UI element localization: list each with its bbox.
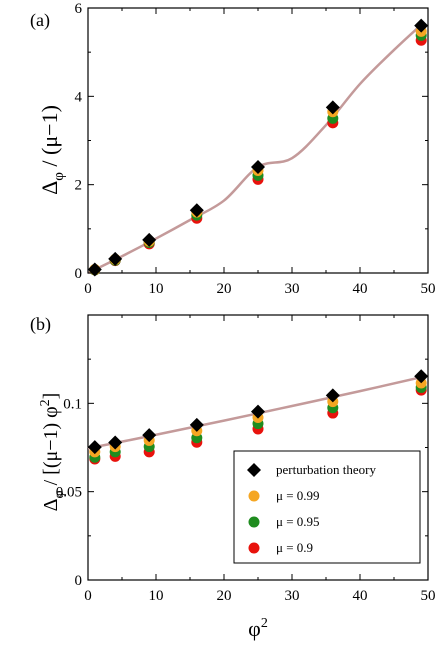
point-perturbation-theory-a [325,100,340,115]
legend: perturbation theory μ = 0.99 μ = 0.95 μ = 0… [233,450,421,564]
y-axis-title-b-main: Δ [40,498,62,511]
y-tick-label-a: 0 [75,266,83,282]
legend-label-0: perturbation theory [276,462,376,477]
point-perturbation-theory-a [414,18,429,33]
panel-a: 0 10 20 30 40 50 0 2 4 6 (a) Δφ / (μ−1) [30,1,436,297]
point-perturbation-theory-b [325,388,340,403]
y-axis-title-a-rest: / (μ−1) [37,105,62,172]
point-perturbation-theory-b [142,428,157,443]
point-perturbation-theory-a [108,251,123,266]
point-perturbation-theory-a [142,232,157,247]
y-axis-title-a-sub: φ [51,172,67,181]
x-tick-label-b: 20 [217,588,232,604]
y-axis-title-b-end: ] [40,393,62,400]
plot-frame-a [87,7,429,274]
y-tick-label-a: 6 [75,1,83,17]
x-tick-label-b: 10 [149,588,164,604]
x-tick-label-b: 30 [285,588,300,604]
x-axis-title-b: φ2 [248,616,268,641]
x-tick-label-a: 10 [149,281,164,297]
legend-label-3: μ = 0.9 [276,540,313,555]
point-perturbation-theory-b [87,440,102,455]
legend-marker-series-2 [248,516,260,528]
x-tick-label-a: 30 [285,281,300,297]
legend-label-2: μ = 0.95 [276,514,320,529]
x-tick-label-a: 0 [84,281,92,297]
point-perturbation-theory-b [108,435,123,450]
y-tick-label-b: 0.1 [63,396,82,412]
x-axis-title-b-main: φ [248,616,261,641]
point-perturbation-theory-b [251,404,265,419]
y-axis-title-a: Δφ / (μ−1) [37,105,67,195]
x-tick-label-a: 40 [353,281,368,297]
y-axis-title-b-rest: / [(μ−1) φ [40,406,62,490]
point-perturbation-theory-b [189,417,204,432]
legend-marker-series-3 [248,542,260,554]
x-tick-label-a: 50 [421,281,436,297]
y-tick-label-a: 4 [75,89,83,105]
y-tick-label-b: 0.05 [56,485,82,501]
y-axis-title-a-main: Δ [37,181,62,195]
point-perturbation-theory-a [251,160,265,174]
legend-marker-perturbation-theory [247,463,261,477]
legend-label-1: μ = 0.99 [276,488,320,503]
y-axis-title-b-sup: 2 [38,399,53,406]
y-tick-label-a: 2 [75,178,83,194]
x-tick-label-b: 0 [84,588,92,604]
panel-label-b: (b) [30,314,51,335]
point-perturbation-theory-a [189,203,204,218]
x-tick-label-b: 40 [353,588,368,604]
theory-curve-a [87,23,423,275]
y-axis-title-b-sub: φ [52,490,67,498]
point-perturbation-theory-a [87,262,102,277]
y-tick-label-b: 0 [75,573,83,589]
legend-marker-series-1 [248,490,260,502]
legend-box [233,450,421,564]
x-axis-title-b-sup: 2 [261,616,268,631]
y-axis-title-b: Δφ / [(μ−1) φ2] [38,393,67,512]
x-tick-label-a: 20 [217,281,232,297]
point-perturbation-theory-b [414,369,429,384]
x-tick-label-b: 50 [421,588,436,604]
panel-label-a: (a) [30,10,50,31]
